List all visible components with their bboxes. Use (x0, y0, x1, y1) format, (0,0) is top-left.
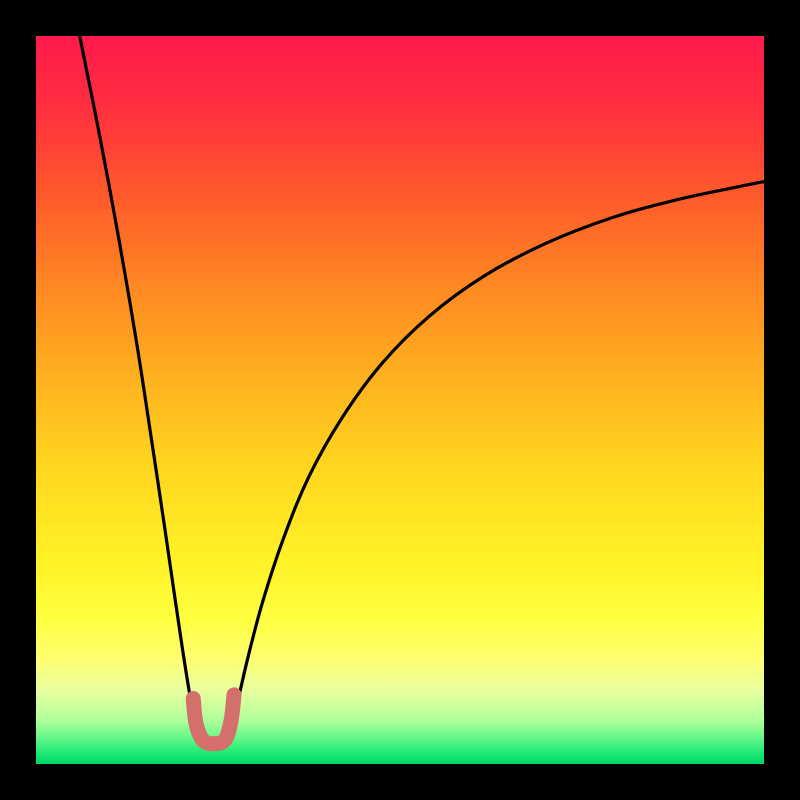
frame-bottom (0, 764, 800, 800)
right-curve (227, 182, 764, 744)
curves-layer (36, 36, 764, 764)
trough-marker (193, 695, 234, 744)
frame-left (0, 0, 36, 800)
frame-top (0, 0, 800, 36)
left-curve (80, 36, 202, 744)
frame-right (764, 0, 800, 800)
plot-area (36, 36, 764, 764)
bottleneck-chart: { "watermark": { "text": "TheBottlenecke… (0, 0, 800, 800)
